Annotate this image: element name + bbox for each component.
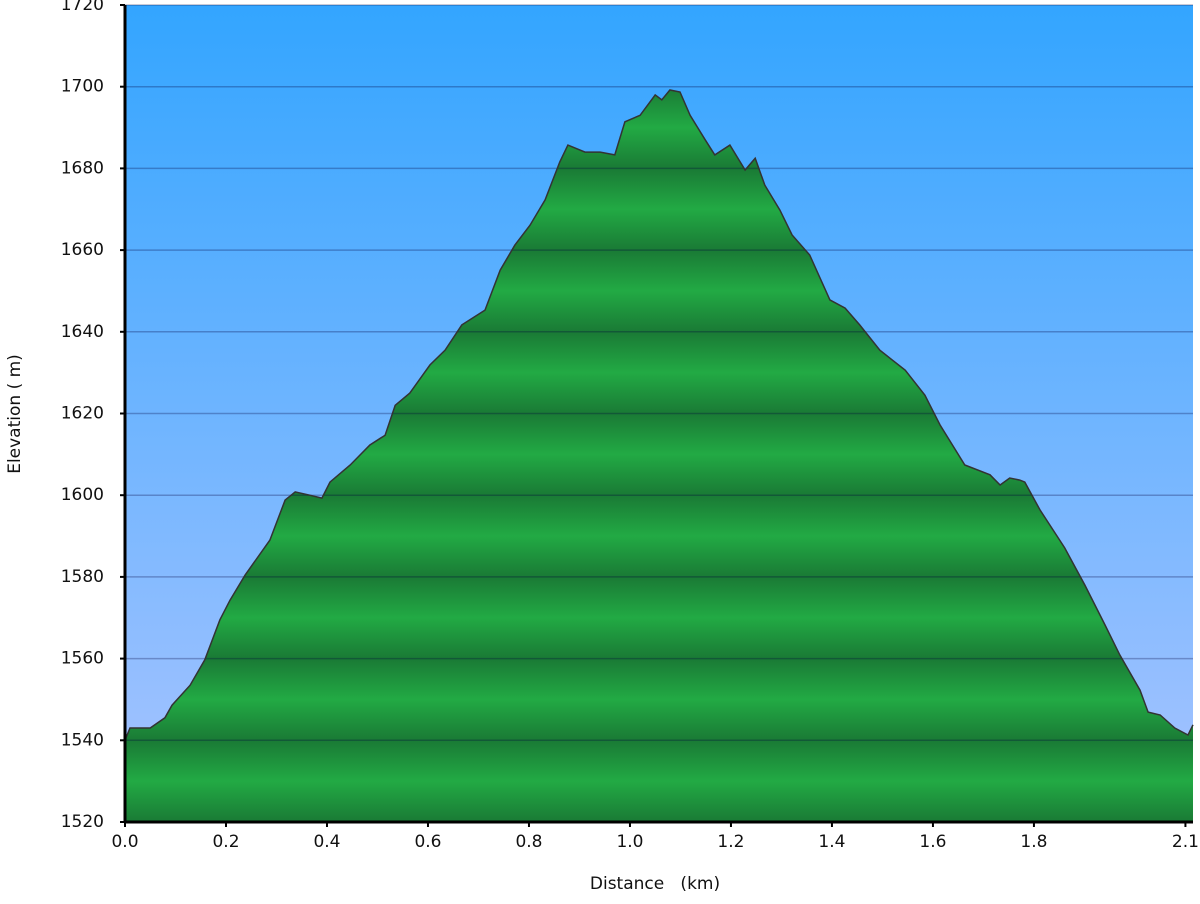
y-tick-label: 1520 bbox=[61, 812, 104, 832]
x-tick-label: 0.2 bbox=[212, 832, 239, 852]
y-tick-label: 1680 bbox=[61, 158, 104, 178]
y-tick-label: 1620 bbox=[61, 404, 104, 424]
x-tick-label: 0.4 bbox=[313, 832, 340, 852]
y-tick-label: 1560 bbox=[61, 649, 104, 669]
x-tick-label: 0.8 bbox=[515, 832, 542, 852]
x-tick-label: 0.6 bbox=[414, 832, 441, 852]
y-tick-label: 1580 bbox=[61, 567, 104, 587]
x-tick-label: 0.0 bbox=[111, 832, 138, 852]
elevation-area bbox=[125, 90, 1193, 822]
elevation-line bbox=[124, 89, 1194, 741]
x-tick-label: 1.6 bbox=[919, 832, 946, 852]
y-tick-label: 1660 bbox=[61, 240, 104, 260]
x-axis-label: Distance (km) bbox=[590, 874, 720, 894]
y-tick-label: 1700 bbox=[61, 77, 104, 97]
x-tick-label: 1.4 bbox=[818, 832, 845, 852]
x-tick-label: 1.8 bbox=[1020, 832, 1047, 852]
y-tick-label: 1600 bbox=[61, 485, 104, 505]
x-tick-label: 2.1 bbox=[1172, 832, 1199, 852]
y-tick-label: 1720 bbox=[61, 0, 104, 15]
y-tick-label: 1640 bbox=[61, 322, 104, 342]
x-tick-label: 1.2 bbox=[717, 832, 744, 852]
y-axis-label: Elevation ( m) bbox=[5, 354, 25, 474]
y-tick-label: 1540 bbox=[61, 730, 104, 750]
x-tick-label: 1.0 bbox=[616, 832, 643, 852]
